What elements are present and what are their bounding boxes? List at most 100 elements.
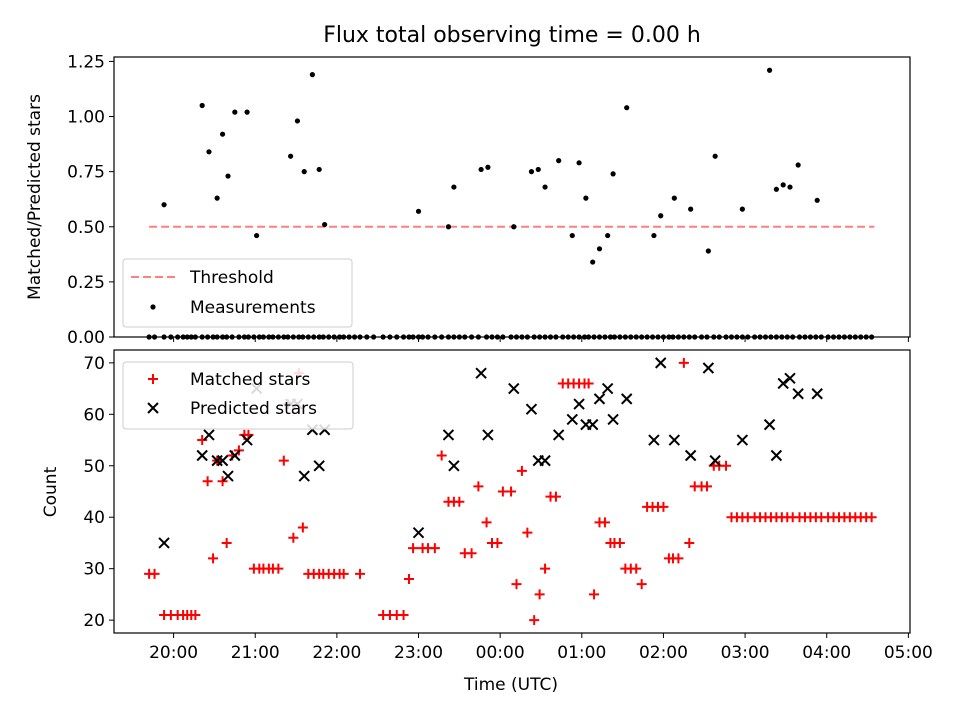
y-tick-label-count: 50 [83, 457, 105, 477]
measurement-point [583, 195, 589, 201]
measurement-point [535, 166, 541, 173]
matched-star-marker [511, 579, 522, 590]
matched-star-marker [589, 589, 600, 600]
y-axis-label-count: Count [41, 466, 61, 517]
matched-star-marker [673, 553, 684, 564]
measurement-point [478, 166, 484, 173]
y-tick-label-count: 40 [83, 508, 105, 528]
x-axis-label: Time (UTC) [463, 675, 558, 695]
x-tick-label: 21:00 [231, 643, 280, 663]
measurement-point [214, 195, 220, 201]
predicted-star-marker [792, 388, 804, 400]
matched-star-marker [473, 481, 484, 492]
predicted-star-marker [222, 470, 234, 482]
ratio-panel: 0.00 0.25 0.50 0.75 1.00 1.25 Threshold Measure… [67, 52, 911, 348]
measurement-point [651, 232, 657, 239]
axes-frame-ratio [113, 56, 911, 338]
predicted-star-marker [586, 418, 599, 431]
matched-star-marker [631, 563, 642, 574]
x-tick-label: 01:00 [557, 643, 606, 663]
predicted-star-marker [566, 413, 578, 426]
matched-star-marker [288, 532, 299, 543]
predicted-star-marker [442, 429, 455, 441]
matched-star-marker [202, 476, 213, 487]
x-tick-label: 04:00 [802, 643, 851, 663]
matched-star-marker [429, 543, 440, 554]
measurement-point [605, 232, 611, 239]
measurement-point [485, 164, 491, 170]
measurement-point [199, 102, 205, 109]
predicted-star-marker [684, 449, 697, 462]
matched-star-marker [190, 609, 201, 620]
measurement-point [301, 169, 307, 175]
matched-star-marker [866, 512, 877, 523]
measurement-point [688, 206, 694, 212]
legend-box [122, 258, 353, 328]
measurement-point [294, 118, 301, 124]
matched-star-marker [398, 609, 409, 620]
predicted-star-marker [709, 454, 721, 467]
measurement-point [309, 72, 315, 78]
predicted-star-marker [229, 449, 241, 462]
matched-star-marker [522, 527, 533, 538]
matched-star-marker [454, 496, 465, 507]
predicted-star-marker [216, 454, 229, 467]
matched-star-marker [534, 589, 545, 600]
legend-threshold-label: Threshold [189, 268, 274, 288]
x-tick-label: 00:00 [476, 643, 525, 663]
matched-star-marker [408, 543, 419, 554]
predicted-star-marker [770, 449, 783, 462]
matched-star-marker [403, 573, 414, 584]
measurement-point [451, 184, 457, 190]
measurement-point [511, 224, 517, 230]
matched-star-marker [197, 435, 208, 446]
matched-star-marker [599, 517, 610, 528]
legend-predicted-swatch [147, 402, 159, 414]
predicted-star-marker [475, 367, 487, 379]
matched-star-marker [278, 455, 289, 466]
matched-star-marker [529, 615, 540, 626]
measurement-point [556, 158, 562, 164]
predicted-star-marker [158, 537, 170, 549]
x-tick-label: 22:00 [312, 643, 361, 663]
y-tick-label-ratio: 1.00 [67, 108, 105, 128]
matched-star-marker [721, 460, 732, 471]
predicted-star-marker [702, 362, 715, 374]
measurement-point [773, 186, 779, 192]
legend-matched-swatch [148, 374, 158, 384]
matched-star-marker [217, 476, 228, 487]
legend-matched-label: Matched stars [190, 370, 310, 390]
matched-star-marker [684, 537, 695, 548]
predicted-star-marker [655, 357, 667, 369]
measurement-point [739, 206, 745, 212]
y-tick-label-count: 60 [83, 405, 105, 425]
predicted-star-marker [763, 418, 776, 431]
y-tick-label-ratio: 0.50 [67, 218, 105, 238]
measurement-point [705, 248, 711, 254]
predicted-star-marker [811, 388, 823, 400]
matched-star-marker [297, 522, 308, 533]
matched-star-marker [436, 450, 447, 461]
measurement-point [232, 109, 238, 115]
measurement-point [528, 169, 535, 175]
legend-measurement-label: Measurements [190, 298, 316, 318]
predicted-star-marker [777, 377, 789, 390]
matched-star-marker [636, 579, 647, 590]
predicted-star-marker [552, 429, 565, 441]
measurement-point [244, 109, 250, 115]
measurement-point [590, 259, 596, 265]
measurement-point [671, 195, 677, 201]
measurement-point [445, 224, 452, 230]
measurement-point [316, 166, 322, 173]
measurement-point [780, 182, 786, 188]
matched-star-marker [583, 378, 594, 389]
y-tick-label-ratio: 1.25 [67, 52, 105, 72]
y-axis-label-ratio: Matched/Predicted stars [25, 94, 45, 300]
measurement-point [624, 105, 630, 111]
matched-star-marker [614, 537, 625, 548]
measurement-point [288, 153, 294, 159]
predicted-star-marker [539, 454, 551, 467]
matched-star-marker [678, 357, 689, 368]
